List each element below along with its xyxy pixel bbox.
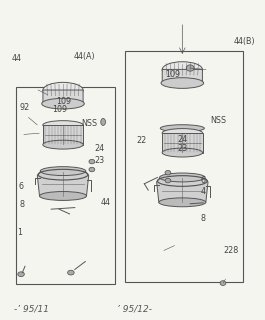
Ellipse shape <box>39 192 86 200</box>
Bar <box>43 125 83 145</box>
Text: 44(B): 44(B) <box>233 36 255 45</box>
Text: 23: 23 <box>95 156 105 164</box>
Text: 6: 6 <box>201 176 206 185</box>
Text: 44: 44 <box>101 198 111 207</box>
Text: 228: 228 <box>223 246 238 255</box>
Ellipse shape <box>220 281 226 285</box>
Text: 4: 4 <box>201 187 206 196</box>
Text: 1: 1 <box>17 228 22 237</box>
Ellipse shape <box>40 167 86 176</box>
Text: 24: 24 <box>177 135 187 144</box>
Text: 24: 24 <box>95 144 105 153</box>
Ellipse shape <box>161 78 204 88</box>
Ellipse shape <box>160 173 205 182</box>
Ellipse shape <box>159 198 206 207</box>
Text: 22: 22 <box>136 136 147 146</box>
Text: 109: 109 <box>52 105 68 114</box>
Bar <box>16 87 116 284</box>
Ellipse shape <box>43 121 83 130</box>
Ellipse shape <box>18 272 24 276</box>
Text: 44(A): 44(A) <box>73 52 95 61</box>
Text: 8: 8 <box>201 214 206 223</box>
Ellipse shape <box>89 167 95 172</box>
Text: -’ 95/11: -’ 95/11 <box>15 304 50 313</box>
Ellipse shape <box>101 118 105 125</box>
Text: ’ 95/12-: ’ 95/12- <box>117 304 152 313</box>
Ellipse shape <box>160 125 204 132</box>
Bar <box>125 51 243 282</box>
Text: 23: 23 <box>177 144 187 153</box>
Text: 109: 109 <box>56 97 72 106</box>
Ellipse shape <box>162 148 202 157</box>
Ellipse shape <box>162 129 202 138</box>
Text: 6: 6 <box>19 182 23 191</box>
Text: 109: 109 <box>165 70 180 79</box>
Text: NSS: NSS <box>210 116 226 125</box>
Text: 8: 8 <box>20 200 25 209</box>
Ellipse shape <box>186 65 194 71</box>
Text: 92: 92 <box>20 103 30 112</box>
Ellipse shape <box>165 178 171 183</box>
Ellipse shape <box>42 98 84 109</box>
Ellipse shape <box>89 159 95 164</box>
Polygon shape <box>157 178 208 202</box>
Text: 44: 44 <box>12 54 22 63</box>
Ellipse shape <box>165 171 171 175</box>
Text: NSS: NSS <box>81 119 98 128</box>
Ellipse shape <box>162 62 202 78</box>
FancyBboxPatch shape <box>43 90 83 103</box>
FancyBboxPatch shape <box>162 69 202 83</box>
Ellipse shape <box>43 140 83 149</box>
Ellipse shape <box>68 270 74 275</box>
Ellipse shape <box>43 82 83 98</box>
Bar <box>162 133 202 153</box>
Polygon shape <box>37 171 89 196</box>
